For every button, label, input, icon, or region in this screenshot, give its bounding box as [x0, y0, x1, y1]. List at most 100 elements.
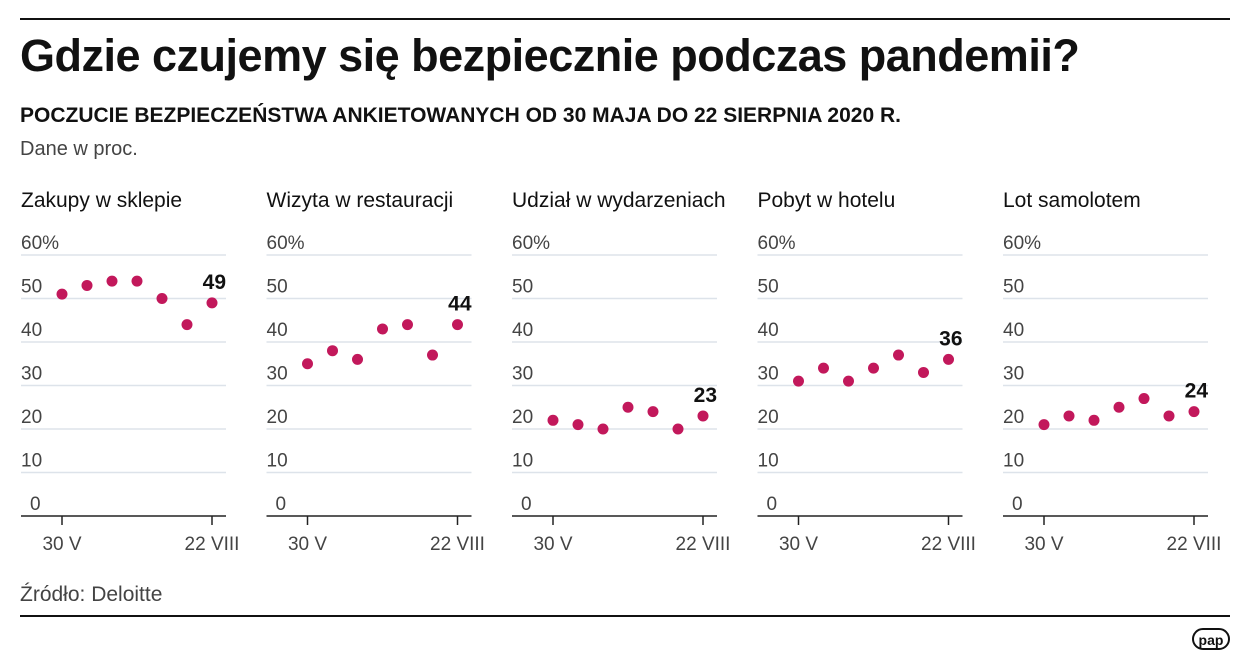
- y-tick-label: 20: [21, 407, 42, 428]
- panel-title: Wizyta w restauracji: [267, 189, 454, 212]
- data-point: [1138, 393, 1150, 405]
- data-point: [793, 375, 804, 387]
- y-tick-label: 30: [21, 364, 42, 385]
- y-tick-label: 50: [512, 277, 533, 298]
- data-point: [572, 419, 584, 431]
- y-tick-label: 40: [21, 320, 42, 341]
- panel-3: Pobyt w hotelu 60% 50 40 30 20 10 030 V 22 VIII 3…: [757, 189, 976, 555]
- y-tick-label: 30: [512, 364, 533, 385]
- x-tick-label: 30 V: [779, 534, 818, 555]
- data-point: [943, 353, 954, 365]
- panel-title: Pobyt w hotelu: [758, 189, 896, 212]
- x-tick-label: 22 VIII: [1167, 534, 1222, 555]
- bottom-rule: [20, 615, 1230, 617]
- x-tick-label: 22 VIII: [676, 534, 731, 555]
- x-tick-label: 30 V: [1024, 534, 1063, 555]
- x-tick-label: 22 VIII: [185, 534, 240, 555]
- y-tick-label: 0: [276, 494, 287, 515]
- data-point: [647, 406, 659, 418]
- x-tick-label: 22 VIII: [430, 534, 485, 555]
- data-point: [181, 319, 193, 331]
- y-tick-label: 40: [267, 320, 288, 341]
- data-point: [206, 297, 218, 309]
- data-point: [302, 358, 313, 370]
- panel-title: Lot samolotem: [1003, 189, 1141, 212]
- data-point: [56, 288, 68, 300]
- unit-note: Dane w proc.: [20, 138, 138, 160]
- data-point: [1113, 401, 1125, 413]
- data-point: [1163, 410, 1175, 422]
- y-tick-label: 0: [1012, 494, 1023, 515]
- data-point: [1088, 414, 1100, 426]
- data-point: [672, 423, 684, 435]
- y-tick-label: 0: [521, 494, 532, 515]
- data-point: [156, 293, 168, 304]
- pap-logo: pap: [1192, 628, 1230, 650]
- y-tick-label: 20: [512, 407, 533, 428]
- data-point: [1063, 410, 1075, 422]
- x-tick-label: 30 V: [533, 534, 572, 555]
- data-label: 23: [694, 384, 717, 407]
- data-point: [843, 375, 854, 387]
- panel-title: Zakupy w sklepie: [21, 189, 182, 212]
- data-point: [697, 410, 709, 422]
- y-tick-label: 60%: [267, 233, 305, 254]
- y-tick-label: 20: [1003, 407, 1024, 428]
- y-tick-label: 30: [267, 364, 288, 385]
- y-tick-label: 20: [758, 407, 779, 428]
- data-point: [547, 414, 559, 426]
- y-tick-label: 60%: [512, 233, 550, 254]
- y-tick-label: 30: [1003, 364, 1024, 385]
- x-tick-label: 30 V: [42, 534, 81, 555]
- top-rule: [20, 18, 1230, 20]
- panel-1: Wizyta w restauracji 60% 50 40 30 20 10 030 V 22…: [266, 189, 485, 555]
- data-point: [327, 345, 338, 357]
- y-tick-label: 0: [30, 494, 41, 515]
- data-point: [427, 349, 438, 361]
- y-tick-label: 10: [21, 451, 42, 472]
- data-label: 49: [203, 271, 226, 294]
- y-tick-label: 10: [267, 451, 288, 472]
- y-tick-label: 50: [267, 277, 288, 298]
- data-point: [818, 362, 829, 374]
- data-point: [452, 319, 463, 331]
- y-tick-label: 40: [512, 320, 533, 341]
- y-tick-label: 60%: [21, 233, 59, 254]
- data-label: 36: [939, 327, 962, 350]
- x-tick-label: 22 VIII: [921, 534, 976, 555]
- panel-title: Udział w wydarzeniach: [512, 189, 726, 212]
- data-point: [377, 323, 388, 335]
- y-tick-label: 40: [1003, 320, 1024, 341]
- data-point: [918, 366, 929, 378]
- data-point: [1188, 406, 1200, 418]
- panel-4: Lot samolotem 60% 50 40 30 20 10 030 V 22 VIII 24: [1003, 189, 1221, 555]
- data-point: [352, 353, 363, 365]
- page-title: Gdzie czujemy się bezpiecznie podczas pa…: [20, 30, 1080, 81]
- data-point: [402, 319, 413, 331]
- data-point: [1038, 419, 1050, 431]
- y-tick-label: 60%: [758, 233, 796, 254]
- data-point: [622, 401, 634, 413]
- y-tick-label: 10: [512, 451, 533, 472]
- data-point: [597, 423, 609, 435]
- y-tick-label: 50: [1003, 277, 1024, 298]
- data-label: 24: [1185, 380, 1209, 403]
- panel-2: Udział w wydarzeniach 60% 50 40 30 20 10 030 V 2…: [512, 189, 730, 555]
- data-point: [81, 279, 93, 291]
- y-tick-label: 30: [758, 364, 779, 385]
- y-tick-label: 0: [767, 494, 778, 515]
- data-point: [131, 275, 143, 287]
- y-tick-label: 50: [758, 277, 779, 298]
- subtitle: POCZUCIE BEZPIECZEŃSTWA ANKIETOWANYCH OD…: [20, 104, 901, 127]
- data-label: 44: [448, 293, 472, 316]
- y-tick-label: 20: [267, 407, 288, 428]
- y-tick-label: 60%: [1003, 233, 1041, 254]
- y-tick-label: 10: [758, 451, 779, 472]
- data-point: [106, 275, 118, 287]
- y-tick-label: 50: [21, 277, 42, 298]
- data-point: [893, 349, 904, 361]
- x-tick-label: 30 V: [288, 534, 327, 555]
- y-tick-label: 40: [758, 320, 779, 341]
